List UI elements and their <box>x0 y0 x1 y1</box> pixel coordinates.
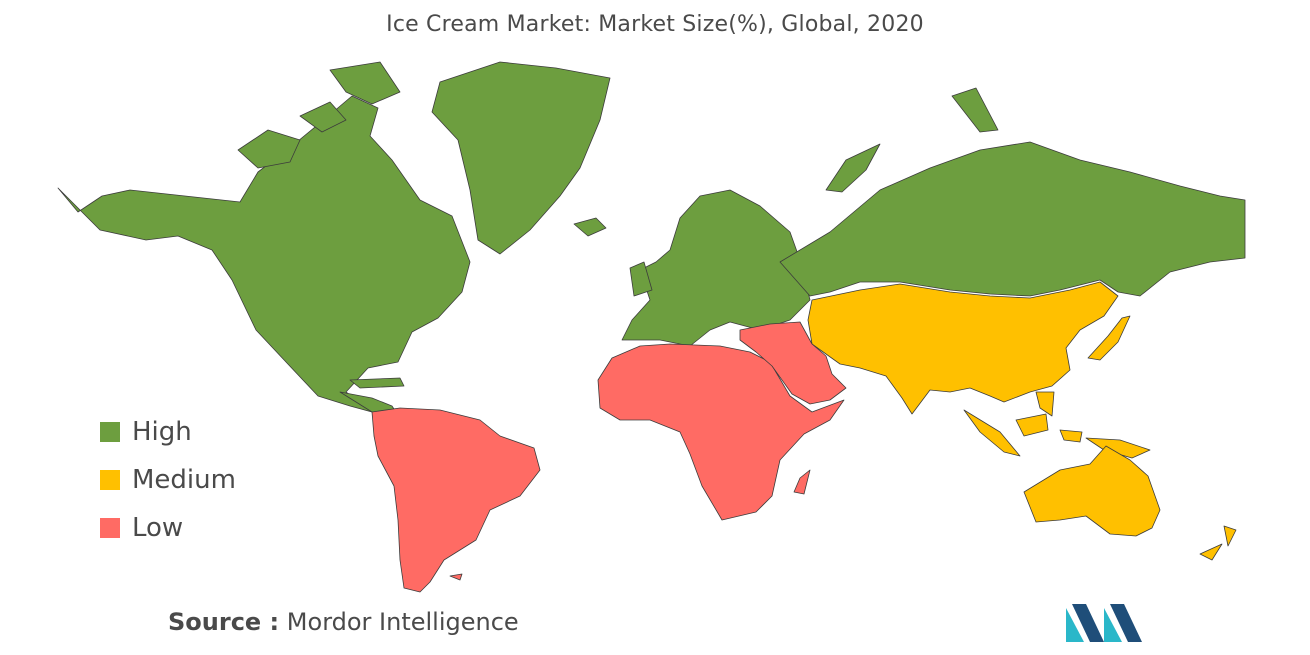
source-text: Mordor Intelligence <box>286 608 519 636</box>
legend-item-high: High <box>100 408 236 456</box>
legend-label-low: Low <box>132 513 184 543</box>
region-middle-east <box>739 321 847 405</box>
legend-swatch-medium <box>100 470 120 490</box>
legend: High Medium Low <box>100 408 236 552</box>
region-russia <box>779 141 1246 297</box>
region-uk <box>629 261 653 297</box>
region-new-guinea <box>1085 437 1151 459</box>
region-iceland <box>573 217 607 237</box>
region-japan <box>1087 315 1131 361</box>
source-line: Source : Mordor Intelligence <box>168 608 519 636</box>
legend-label-high: High <box>132 417 192 447</box>
legend-item-medium: Medium <box>100 456 236 504</box>
legend-item-low: Low <box>100 504 236 552</box>
source-label: Source : <box>168 608 280 636</box>
region-europe <box>621 189 811 347</box>
legend-swatch-high <box>100 422 120 442</box>
chart-title: Ice Cream Market: Market Size(%), Global… <box>386 12 924 37</box>
region-southeast-asia <box>963 391 1083 457</box>
region-new-zealand <box>1199 525 1237 561</box>
region-greenland <box>431 61 611 255</box>
region-falklands <box>449 573 463 581</box>
region-asia <box>807 281 1119 415</box>
mordor-intelligence-logo <box>1066 604 1142 642</box>
region-madagascar <box>793 469 811 495</box>
region-arctic-islands <box>237 61 401 169</box>
region-south-america <box>371 407 541 593</box>
legend-swatch-low <box>100 518 120 538</box>
region-north-america <box>57 95 471 413</box>
region-australia <box>1023 445 1161 537</box>
region-africa <box>597 343 845 521</box>
region-novaya-zemlya <box>825 87 999 193</box>
legend-label-medium: Medium <box>132 465 236 495</box>
